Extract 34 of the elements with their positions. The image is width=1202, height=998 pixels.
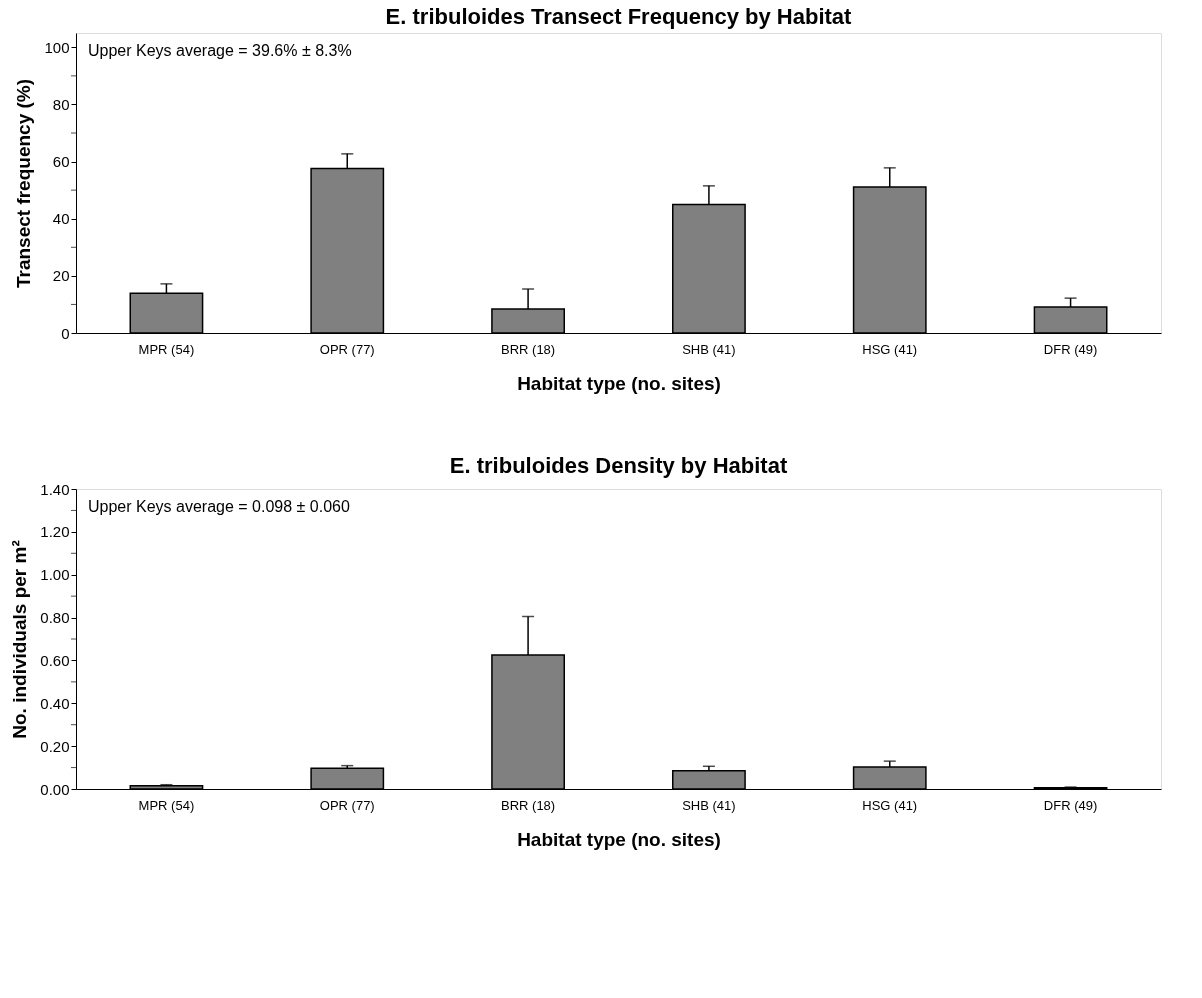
x-tick-label: OPR (77) [319, 341, 375, 357]
x-axis-title: Habitat type (no. sites) [517, 372, 721, 394]
chart-title: E. tribuloides Density by Habitat [449, 453, 788, 478]
x-tick-label: MPR (54) [138, 341, 195, 357]
y-axis-title: No. individuals per m² [9, 540, 31, 739]
x-tick-label: OPR (77) [319, 797, 375, 813]
x-tick-label: HSG (41) [862, 797, 918, 813]
y-tick-label: 0.60 [40, 651, 70, 669]
x-tick-label: SHB (41) [682, 341, 736, 357]
x-tick-label: DFR (49) [1043, 797, 1098, 813]
x-tick-label: HSG (41) [862, 341, 918, 357]
y-axis-title: Transect frequency (%) [13, 78, 35, 289]
y-tick-label: 1.20 [40, 523, 70, 541]
y-tick-label: 0 [61, 324, 70, 342]
y-tick-label: 1.00 [40, 566, 70, 584]
chart-title: E. tribuloides Transect Frequency by Habitat [385, 4, 853, 29]
y-tick-label: 0.20 [40, 737, 70, 755]
annotation: Upper Keys average = 0.098 ± 0.060 [88, 498, 350, 515]
x-tick-label: SHB (41) [682, 797, 736, 813]
y-tick-label: 40 [52, 210, 70, 228]
y-tick-label: 0.80 [40, 609, 70, 627]
x-tick-label: DFR (49) [1043, 341, 1098, 357]
y-tick-label: 0.00 [40, 780, 70, 798]
y-tick-label: 80 [52, 95, 70, 113]
y-tick-label: 20 [52, 267, 70, 285]
x-tick-label: BRR (18) [500, 797, 556, 813]
x-axis-title: Habitat type (no. sites) [517, 828, 721, 850]
y-tick-label: 1.40 [40, 480, 70, 498]
y-tick-label: 0.40 [40, 694, 70, 712]
annotation: Upper Keys average = 39.6% ± 8.3% [88, 42, 352, 59]
y-tick-label: 60 [52, 153, 70, 171]
x-tick-label: MPR (54) [138, 797, 195, 813]
y-tick-label: 100 [44, 38, 70, 56]
x-tick-label: BRR (18) [500, 341, 556, 357]
